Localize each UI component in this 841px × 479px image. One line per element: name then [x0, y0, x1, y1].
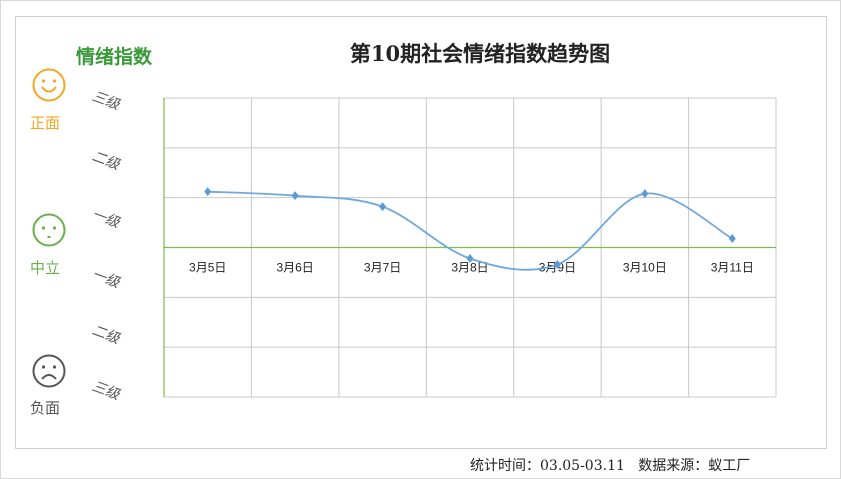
mood-label-negative: 负面	[30, 399, 61, 417]
mood-label-neutral: 中立	[30, 259, 61, 277]
smiley-sad-icon	[32, 354, 66, 388]
x-tick-label: 3月11日	[711, 261, 754, 275]
data-point	[553, 259, 561, 269]
data-point	[204, 187, 212, 197]
y-axis-title: 情绪指数	[76, 46, 153, 68]
x-tick-label: 3月7日	[364, 261, 401, 275]
x-tick-label: 3月8日	[451, 261, 488, 275]
period-label: 统计时间：03.05-03.11	[470, 458, 625, 474]
smiley-neutral-icon	[32, 213, 66, 247]
x-tick-label: 3月6日	[276, 261, 313, 275]
mood-label-positive: 正面	[30, 114, 61, 132]
data-point	[466, 253, 474, 263]
smiley-happy-icon	[32, 68, 66, 102]
x-tick-label: 3月10日	[623, 261, 667, 275]
data-point	[291, 191, 299, 201]
chart-frame	[15, 16, 827, 449]
source-label: 数据来源：蚁工厂	[638, 458, 751, 474]
data-point	[641, 189, 649, 199]
data-point	[379, 202, 387, 212]
chart-title: 第10期社会情绪指数趋势图	[349, 41, 611, 66]
x-tick-label: 3月5日	[189, 261, 226, 275]
footer: 统计时间：03.05-03.11 数据来源：蚁工厂	[470, 455, 750, 475]
data-point	[728, 234, 736, 244]
